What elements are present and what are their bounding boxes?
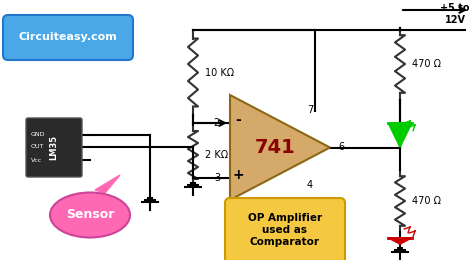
FancyBboxPatch shape [225, 198, 345, 260]
Text: GND: GND [31, 133, 46, 138]
Text: -: - [235, 113, 241, 127]
FancyBboxPatch shape [3, 15, 133, 60]
Text: 2 KΩ: 2 KΩ [205, 150, 228, 160]
Text: 741: 741 [255, 138, 295, 157]
Text: OUT: OUT [31, 145, 45, 149]
Polygon shape [270, 203, 295, 215]
Text: 2: 2 [214, 118, 220, 128]
Text: +: + [232, 168, 244, 182]
Text: 10 KΩ: 10 KΩ [205, 68, 234, 77]
Text: 470 Ω: 470 Ω [412, 196, 441, 206]
Text: Sensor: Sensor [66, 209, 114, 222]
Text: 7: 7 [307, 105, 313, 115]
Text: LM35: LM35 [49, 134, 58, 160]
Text: 3: 3 [214, 173, 220, 183]
Text: +5 to
12V: +5 to 12V [440, 3, 470, 25]
Ellipse shape [50, 192, 130, 237]
Text: 6: 6 [338, 142, 344, 153]
Polygon shape [388, 123, 412, 147]
Polygon shape [95, 175, 120, 193]
Text: OP Amplifier
used as
Comparator: OP Amplifier used as Comparator [248, 213, 322, 246]
Text: 4: 4 [307, 180, 313, 190]
Polygon shape [388, 238, 412, 244]
Text: Vcc: Vcc [31, 158, 42, 162]
FancyBboxPatch shape [26, 118, 82, 177]
Text: Circuiteasy.com: Circuiteasy.com [18, 32, 118, 42]
Polygon shape [230, 95, 330, 200]
Text: 470 Ω: 470 Ω [412, 59, 441, 69]
